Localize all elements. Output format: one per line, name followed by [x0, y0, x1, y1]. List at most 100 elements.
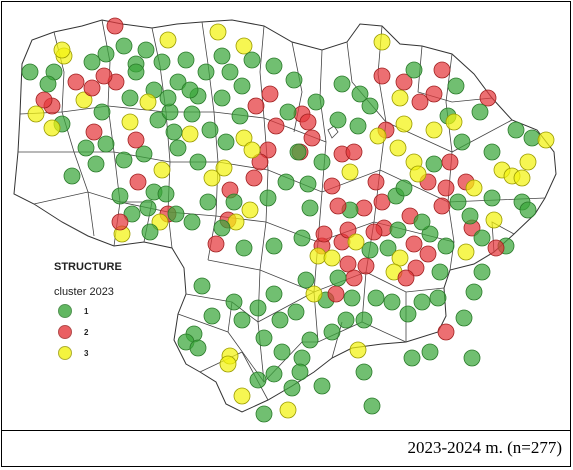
sample-point-cluster-1 — [293, 229, 311, 247]
sample-point-cluster-1 — [483, 189, 501, 207]
sample-point-cluster-1 — [235, 239, 253, 257]
sample-point-cluster-1 — [447, 77, 465, 95]
sample-point-cluster-3 — [391, 249, 409, 267]
sample-point-cluster-1 — [233, 77, 251, 95]
sample-point-cluster-3 — [445, 113, 463, 131]
sample-point-cluster-1 — [403, 349, 421, 367]
sample-point-cluster-1 — [471, 103, 489, 121]
sample-point-cluster-2 — [327, 285, 345, 303]
sample-point-cluster-2 — [207, 235, 225, 253]
sample-point-cluster-1 — [395, 179, 413, 197]
sample-point-cluster-3 — [159, 31, 177, 49]
sample-point-cluster-1 — [153, 53, 171, 71]
sample-point-cluster-3 — [425, 121, 443, 139]
sample-point-cluster-1 — [265, 285, 283, 303]
sample-point-cluster-2 — [106, 17, 124, 35]
legend-label-1: 1 — [84, 307, 89, 316]
sample-point-cluster-2 — [83, 79, 101, 97]
sample-point-cluster-3 — [347, 233, 365, 251]
lake — [327, 125, 339, 139]
sample-point-cluster-2 — [479, 89, 497, 107]
sample-point-cluster-2 — [419, 245, 437, 263]
sample-point-cluster-1 — [137, 41, 155, 59]
sample-point-cluster-2 — [261, 85, 279, 103]
sample-point-cluster-1 — [189, 339, 207, 357]
sample-point-cluster-3 — [121, 113, 139, 131]
caption: 2023-2024 m. (n=277) — [407, 438, 562, 457]
map-area: STRUCTURE cluster 2023 1 2 3 — [2, 2, 570, 430]
sample-point-cluster-1 — [141, 223, 159, 241]
sample-point-cluster-1 — [465, 283, 483, 301]
sample-point-cluster-2 — [373, 67, 391, 85]
sample-point-cluster-3 — [279, 401, 297, 419]
sample-point-cluster-1 — [77, 139, 95, 157]
sample-point-cluster-3 — [395, 115, 413, 133]
sample-point-cluster-1 — [87, 155, 105, 173]
district-border — [61, 221, 89, 237]
sample-point-cluster-2 — [395, 73, 413, 91]
sample-point-cluster-2 — [299, 113, 317, 131]
sample-point-cluster-1 — [463, 349, 481, 367]
sample-points — [21, 17, 555, 423]
sample-point-cluster-1 — [483, 143, 501, 161]
sample-point-cluster-2 — [245, 169, 263, 187]
sample-point-cluster-1 — [165, 123, 183, 141]
legend-label-3: 3 — [84, 349, 89, 358]
sample-point-cluster-2 — [411, 93, 429, 111]
sample-point-cluster-1 — [259, 189, 277, 207]
sample-point-cluster-1 — [139, 199, 157, 217]
sample-point-cluster-3 — [341, 163, 359, 181]
sample-point-cluster-2 — [129, 173, 147, 191]
sample-point-cluster-3 — [369, 127, 387, 145]
legend-subtitle: cluster 2023 — [54, 286, 114, 298]
sample-point-cluster-1 — [181, 81, 199, 99]
district-border — [331, 321, 343, 359]
sample-point-cluster-1 — [93, 103, 111, 121]
sample-point-cluster-3 — [537, 131, 555, 149]
sample-point-cluster-1 — [299, 175, 317, 193]
sample-point-cluster-1 — [161, 103, 179, 121]
sample-point-cluster-1 — [507, 121, 525, 139]
sample-point-cluster-2 — [315, 225, 333, 243]
sample-point-cluster-1 — [283, 379, 301, 397]
sample-point-cluster-1 — [189, 153, 207, 171]
sample-point-cluster-1 — [167, 205, 185, 223]
sample-point-cluster-2 — [329, 197, 347, 215]
sample-point-cluster-1 — [169, 73, 187, 91]
sample-point-cluster-3 — [389, 139, 407, 157]
sample-point-cluster-1 — [367, 289, 385, 307]
sample-point-cluster-2 — [35, 91, 53, 109]
sample-point-cluster-1 — [97, 135, 115, 153]
district-border — [201, 21, 219, 261]
sample-point-cluster-1 — [425, 155, 443, 173]
sample-point-cluster-1 — [413, 213, 431, 231]
sample-point-cluster-1 — [343, 289, 361, 307]
legend-swatch-1 — [58, 304, 72, 318]
sample-point-cluster-3 — [181, 125, 199, 143]
sample-point-cluster-1 — [213, 47, 231, 65]
sample-point-cluster-3 — [53, 41, 71, 59]
sample-point-cluster-1 — [277, 173, 295, 191]
sample-point-cluster-1 — [355, 311, 373, 329]
district-border — [53, 31, 95, 237]
sample-point-cluster-1 — [291, 363, 309, 381]
sample-point-cluster-3 — [243, 141, 261, 159]
sample-point-cluster-1 — [329, 111, 347, 129]
sample-point-cluster-3 — [153, 161, 171, 179]
sample-point-cluster-1 — [455, 309, 473, 327]
sample-point-cluster-3 — [75, 91, 93, 109]
caption-bar: 2023-2024 m. (n=277) — [2, 430, 570, 466]
sample-point-cluster-1 — [265, 237, 283, 255]
sample-point-cluster-1 — [233, 311, 251, 329]
sample-point-cluster-2 — [355, 199, 373, 217]
sample-point-cluster-1 — [399, 305, 417, 323]
sample-point-cluster-3 — [233, 387, 251, 405]
sample-point-cluster-2 — [67, 73, 85, 91]
sample-point-cluster-1 — [197, 63, 215, 81]
sample-point-cluster-2 — [437, 323, 455, 341]
sample-point-cluster-2 — [365, 223, 383, 241]
sample-point-cluster-2 — [339, 255, 357, 273]
sample-point-cluster-1 — [265, 57, 283, 75]
sample-point-cluster-2 — [373, 193, 391, 211]
